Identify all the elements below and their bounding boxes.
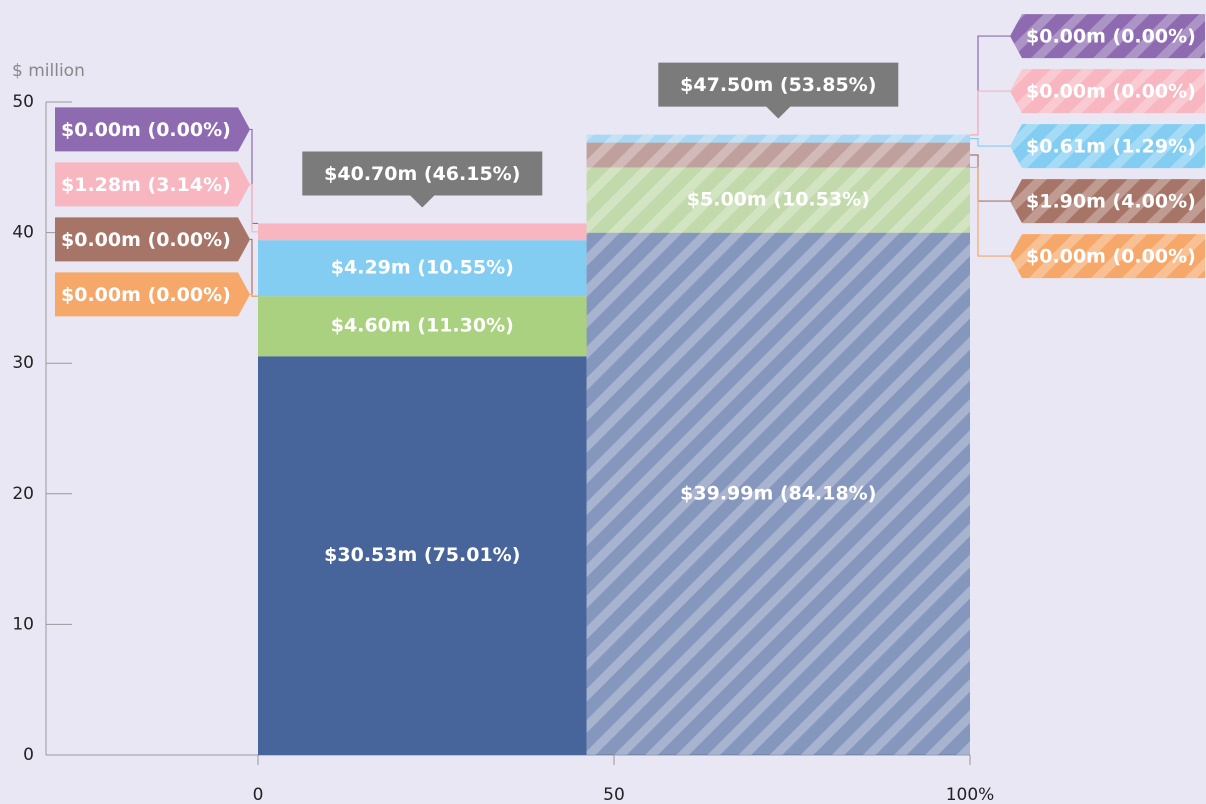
connector xyxy=(970,90,1010,136)
connector xyxy=(250,183,258,233)
callout-tag xyxy=(55,272,250,317)
callout-label: $0.00m (0.00%) xyxy=(61,119,231,141)
callout-hatch xyxy=(1010,179,1205,224)
segment xyxy=(258,356,587,755)
segment xyxy=(258,223,587,241)
callout-label: $1.28m (3.14%) xyxy=(61,174,231,196)
connector xyxy=(250,238,258,297)
callout-label: $0.00m (0.00%) xyxy=(61,229,231,251)
callout-label: $0.00m (0.00%) xyxy=(1026,26,1196,48)
segment-hatch xyxy=(586,167,970,233)
callout-hatch xyxy=(1010,234,1205,279)
x-tick-label: 0 xyxy=(253,785,264,804)
y-tick-label: 10 xyxy=(12,614,34,634)
x-tick-label: 50 xyxy=(603,785,625,804)
connector xyxy=(970,35,1010,136)
segment-label: $4.60m (11.30%) xyxy=(331,315,514,337)
callout-label: $0.61m (1.29%) xyxy=(1026,136,1196,158)
callout-label: $0.00m (0.00%) xyxy=(1026,81,1196,103)
total-label: $40.70m (46.15%) xyxy=(324,163,520,185)
callout-label: $1.90m (4.00%) xyxy=(1026,191,1196,213)
y-tick-label: 0 xyxy=(23,745,34,765)
callout-hatch xyxy=(1010,69,1205,114)
segment-hatch xyxy=(586,134,970,143)
segment xyxy=(258,296,587,357)
x-tick-label: 100% xyxy=(946,785,995,804)
y-tick-label: 40 xyxy=(12,223,34,243)
connector xyxy=(970,138,1010,147)
callout-tag xyxy=(55,107,250,152)
segment xyxy=(258,240,587,297)
segment-hatch xyxy=(586,232,970,756)
segment-label: $5.00m (10.53%) xyxy=(687,189,870,211)
callout-tag xyxy=(55,162,250,207)
segment-label: $39.99m (84.18%) xyxy=(680,482,876,504)
total-box xyxy=(658,62,899,119)
callout-hatch xyxy=(1010,124,1205,169)
y-tick-label: 20 xyxy=(12,484,34,504)
connector xyxy=(250,293,258,297)
connector xyxy=(970,166,1010,257)
callout-hatch xyxy=(1010,14,1205,59)
connector xyxy=(250,128,258,225)
segment-label: $30.53m (75.01%) xyxy=(324,544,520,566)
total-box xyxy=(302,151,543,208)
connector xyxy=(970,154,1010,202)
callout-label: $0.00m (0.00%) xyxy=(1026,246,1196,268)
y-tick-label: 50 xyxy=(12,92,34,112)
segment-hatch xyxy=(586,142,970,168)
segment-label: $4.29m (10.55%) xyxy=(331,257,514,279)
callout-label: $0.00m (0.00%) xyxy=(61,284,231,306)
y-axis-label: $ million xyxy=(12,61,85,81)
total-label: $47.50m (53.85%) xyxy=(680,74,876,96)
y-tick-label: 30 xyxy=(12,353,34,373)
callout-tag xyxy=(55,217,250,262)
